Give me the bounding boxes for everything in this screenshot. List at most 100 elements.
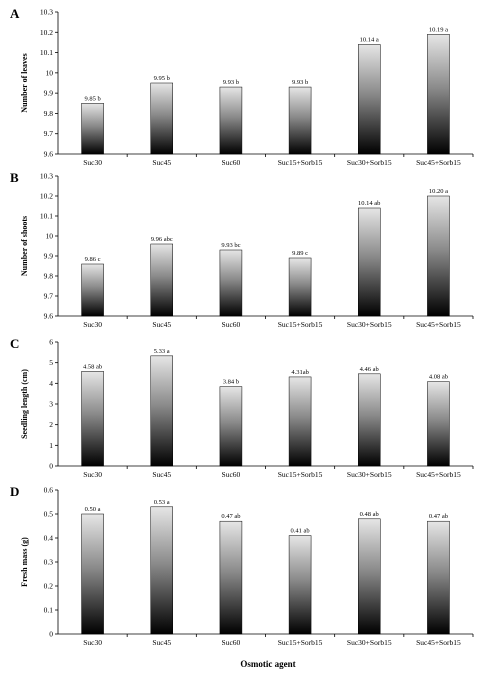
y-tick-label: 1: [49, 441, 53, 450]
y-tick-label: 9.6: [44, 150, 54, 159]
bar: [81, 513, 104, 635]
bar: [81, 263, 104, 317]
data-label: 0.47 ab: [429, 513, 448, 520]
y-tick-label: 0.2: [44, 582, 54, 591]
y-tick-label: 9.8: [44, 272, 54, 281]
bar: [288, 86, 312, 155]
data-label: 10.14 a: [360, 36, 379, 43]
data-label: 4.31ab: [291, 369, 309, 376]
bar: [150, 506, 173, 635]
data-label: 5.33 a: [154, 348, 170, 355]
x-tick-label: Suc45+Sorb15: [416, 320, 461, 329]
bar: [150, 355, 173, 467]
x-tick-label: Suc60: [222, 158, 241, 167]
panel-letter: D: [10, 484, 19, 499]
panel-letter: C: [10, 336, 19, 351]
x-tick-label: Suc45+Sorb15: [416, 638, 461, 647]
data-label: 9.93 bc: [221, 242, 240, 249]
bar: [427, 520, 450, 635]
y-tick-label: 0.3: [44, 558, 54, 567]
y-tick-label: 0.5: [44, 510, 54, 519]
x-tick-label: Suc45+Sorb15: [416, 158, 461, 167]
y-tick-label: 0: [49, 462, 53, 471]
bar: [358, 518, 381, 635]
bar: [219, 86, 243, 155]
data-label: 9.89 c: [292, 250, 308, 257]
y-tick-label: 3: [49, 400, 53, 409]
x-tick-label: Suc30+Sorb15: [347, 638, 392, 647]
y-tick-label: 10.2: [40, 28, 53, 37]
bar: [219, 520, 243, 635]
y-tick-label: 0.6: [44, 486, 54, 495]
x-tick-label: Suc30: [83, 470, 102, 479]
x-axis-title: Osmotic agent: [240, 659, 295, 669]
bar: [288, 257, 312, 317]
y-tick-label: 10.3: [40, 8, 53, 17]
x-tick-label: Suc30+Sorb15: [347, 470, 392, 479]
bar: [150, 82, 173, 155]
data-label: 4.08 ab: [429, 374, 448, 381]
data-label: 0.53 a: [154, 499, 170, 506]
x-tick-label: Suc45: [152, 638, 171, 647]
y-axis-title: Fresh mass (g): [20, 537, 29, 587]
y-tick-label: 2: [49, 420, 53, 429]
y-tick-label: 9.7: [44, 292, 54, 301]
y-tick-label: 4: [49, 379, 53, 388]
bar: [288, 376, 312, 467]
y-tick-label: 9.6: [44, 312, 54, 321]
y-tick-label: 6: [49, 338, 53, 347]
data-label: 4.46 ab: [360, 366, 379, 373]
y-tick-label: 5: [49, 358, 53, 367]
x-tick-label: Suc60: [222, 638, 241, 647]
chart-panel-c: C Seedling length (cm) 0 1 2 3 4 5 6 4.58 ab Suc30…: [10, 336, 474, 479]
bar: [358, 207, 381, 317]
data-label: 0.50 a: [85, 506, 101, 513]
y-tick-label: 0: [49, 630, 53, 639]
data-label: 9.93 b: [223, 79, 239, 86]
x-tick-label: Suc15+Sorb15: [278, 638, 323, 647]
y-tick-label: 10: [46, 68, 54, 77]
y-tick-label: 0.4: [44, 534, 54, 543]
data-label: 9.86 c: [85, 256, 101, 263]
data-label: 0.47 ab: [221, 513, 240, 520]
panel-letter: B: [10, 170, 19, 185]
bar: [81, 371, 104, 467]
x-tick-label: Suc15+Sorb15: [278, 470, 323, 479]
x-tick-label: Suc15+Sorb15: [278, 158, 323, 167]
data-label: 3.84 b: [223, 379, 239, 386]
x-tick-label: Suc45: [152, 158, 171, 167]
y-tick-label: 9.9: [44, 252, 54, 261]
y-tick-label: 9.7: [44, 129, 54, 138]
x-tick-label: Suc45: [152, 470, 171, 479]
bar: [81, 103, 104, 155]
y-tick-label: 10: [46, 232, 54, 241]
bar: [427, 34, 450, 155]
x-tick-label: Suc15+Sorb15: [278, 320, 323, 329]
chart-panel-b: B Number of shoots 9.6 9.7 9.8 9.9 10 10.1 10.2 1…: [10, 170, 474, 329]
x-tick-label: Suc45: [152, 320, 171, 329]
y-axis-title: Number of leaves: [20, 53, 29, 112]
bar: [358, 44, 381, 155]
chart-panel-a: A Number of leaves 9.6 9.7 9.8 9.9 10 10.1 10.2 1…: [10, 6, 474, 167]
panel-letter: A: [10, 6, 20, 21]
bar: [358, 373, 381, 467]
data-label: 10.19 a: [429, 26, 448, 33]
y-tick-label: 10.1: [40, 212, 53, 221]
y-tick-label: 10.3: [40, 172, 53, 181]
x-tick-label: Suc30: [83, 638, 102, 647]
y-tick-label: 10.1: [40, 48, 53, 57]
data-label: 4.58 ab: [83, 363, 102, 370]
x-tick-label: Suc30+Sorb15: [347, 320, 392, 329]
y-axis-title: Number of shoots: [20, 216, 29, 276]
y-tick-label: 10.2: [40, 192, 53, 201]
y-tick-label: 9.9: [44, 89, 54, 98]
x-tick-label: Suc45+Sorb15: [416, 470, 461, 479]
bar: [219, 386, 243, 467]
y-tick-label: 0.1: [44, 606, 54, 615]
x-tick-label: Suc30: [83, 158, 102, 167]
bar: [427, 195, 450, 317]
x-tick-label: Suc30+Sorb15: [347, 158, 392, 167]
data-label: 9.93 b: [292, 79, 308, 86]
y-tick-label: 9.8: [44, 109, 54, 118]
